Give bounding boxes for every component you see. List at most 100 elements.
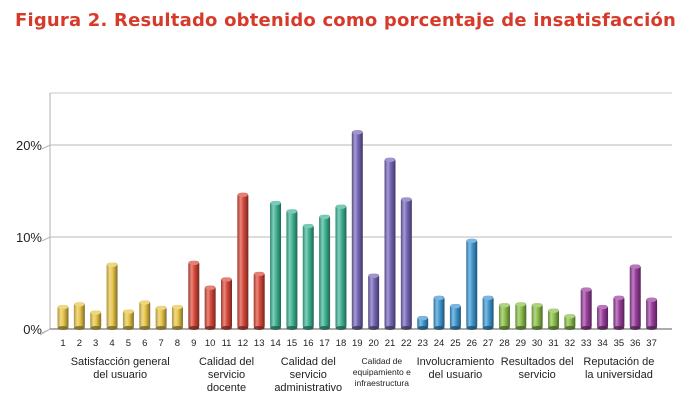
x-tick-label: 6 — [142, 338, 147, 349]
x-tick-label: 32 — [565, 338, 576, 349]
x-tick-label: 24 — [434, 338, 445, 349]
bar-body — [122, 309, 134, 329]
bar-cap — [630, 264, 641, 269]
bar-base — [122, 326, 134, 330]
bar-base — [400, 326, 412, 330]
bar-body — [400, 197, 412, 329]
bar-cap — [499, 303, 510, 308]
bar-body — [351, 130, 363, 329]
bar-cap — [172, 304, 183, 310]
bar-body — [188, 260, 200, 329]
bar-body — [335, 204, 347, 329]
bar-body — [204, 285, 216, 329]
y-tick-label: 10% — [16, 230, 42, 245]
bar-base — [531, 326, 543, 330]
bar — [139, 300, 151, 330]
bar-base — [613, 326, 625, 330]
bar-body — [433, 295, 445, 329]
bar-base — [629, 326, 641, 330]
bar — [90, 310, 102, 330]
x-tick-label: 16 — [303, 338, 314, 349]
x-tick-label: 7 — [158, 338, 163, 349]
chart-title: Figura 2. Resultado obtenido como porcen… — [14, 10, 677, 31]
bar — [597, 304, 609, 330]
bar — [237, 192, 249, 330]
x-tick-label: 36 — [630, 338, 641, 349]
bar-body — [646, 297, 658, 329]
bar — [319, 214, 331, 330]
bar-cap — [303, 223, 314, 229]
bar-cap — [74, 302, 85, 307]
x-tick-label: 2 — [77, 338, 82, 349]
bar-body — [302, 224, 314, 329]
bar-cap — [401, 197, 412, 202]
y-tick-label: 20% — [16, 138, 42, 153]
bar-body — [482, 295, 494, 329]
bar-body — [368, 273, 380, 329]
bar-cap — [205, 285, 216, 290]
bar — [384, 157, 396, 330]
x-tick-label: 4 — [109, 338, 114, 349]
bar — [204, 285, 216, 330]
bar-base — [417, 326, 429, 330]
x-tick-label: 28 — [499, 338, 510, 349]
x-tick-label: 25 — [450, 338, 461, 349]
bar-cap — [254, 271, 265, 277]
bar — [466, 238, 478, 330]
bar-body — [613, 295, 625, 329]
bar — [613, 295, 625, 330]
bar-cap — [515, 302, 526, 307]
bar-body — [155, 306, 167, 329]
bar-body — [515, 302, 527, 329]
bar-base — [498, 326, 510, 330]
bar-base — [253, 326, 265, 330]
bar-cap — [564, 314, 575, 319]
y-axis-ticks: 0% 10% 20% — [16, 138, 42, 337]
bar-body — [253, 271, 265, 329]
bar-cap — [646, 297, 657, 302]
x-tick-label: 26 — [466, 338, 477, 349]
x-tick-label: 18 — [336, 338, 347, 349]
x-tick-label: 1 — [60, 338, 65, 349]
bar-cap — [450, 303, 461, 309]
bar-body — [548, 308, 559, 329]
x-tick-label: 27 — [483, 338, 494, 349]
group-labels: Satisfacción general del usuario Calidad d… — [71, 356, 655, 394]
bar — [548, 308, 559, 330]
x-tick-label: 19 — [352, 338, 363, 349]
bar-base — [515, 326, 527, 330]
x-tick-label: 31 — [548, 338, 559, 349]
group-label: Calidad del servicio administrativo — [274, 356, 342, 394]
bar-base — [433, 326, 445, 330]
bar-base — [57, 326, 69, 330]
bar-body — [629, 264, 641, 329]
bar-cap — [335, 204, 346, 209]
bar — [368, 273, 380, 330]
group-label: Reputación de la universidad — [583, 356, 654, 381]
bar — [531, 303, 543, 330]
bar — [155, 305, 167, 330]
bar-base — [580, 326, 592, 330]
x-tick-label: 34 — [597, 338, 608, 349]
x-tick-label: 22 — [401, 338, 412, 349]
bar-cap — [221, 277, 232, 282]
bar-base — [597, 326, 609, 330]
bar-cap — [581, 287, 592, 292]
bar-body — [237, 192, 249, 329]
bar-base — [155, 326, 167, 330]
bar-body — [580, 287, 592, 329]
x-tick-label: 14 — [270, 338, 281, 349]
x-tick-label: 20 — [368, 338, 379, 349]
bar-body — [57, 305, 69, 329]
x-tick-label: 37 — [646, 338, 657, 349]
group-label: Calidad del servicio docente — [199, 356, 254, 394]
bar-base — [351, 326, 363, 330]
bar — [351, 130, 363, 330]
grid-line-edge — [41, 144, 51, 150]
bar-cap — [58, 304, 68, 310]
bar-base — [106, 326, 118, 330]
bar-cap — [613, 295, 624, 301]
bar-body — [171, 305, 183, 329]
bar — [564, 314, 576, 330]
bar-base — [270, 326, 282, 330]
